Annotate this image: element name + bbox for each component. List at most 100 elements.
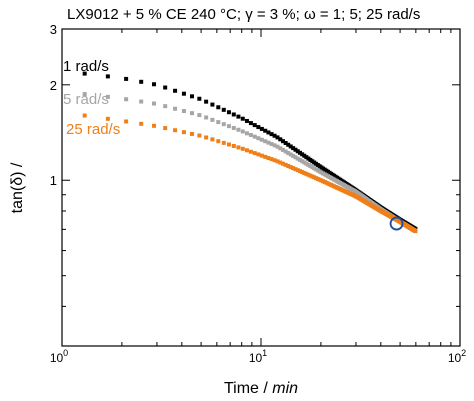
x-axis-label-text: Time: [224, 380, 259, 397]
data-point: [302, 160, 307, 165]
data-point: [210, 102, 215, 107]
data-point: [288, 144, 293, 149]
data-point: [216, 120, 221, 125]
data-point: [297, 150, 302, 155]
data-point: [283, 162, 288, 167]
data-point: [275, 144, 280, 149]
data-point: [197, 113, 202, 118]
data-point: [272, 143, 277, 148]
data-point: [256, 136, 261, 141]
data-point: [259, 126, 264, 131]
series-layer: [82, 71, 418, 234]
data-point: [216, 139, 221, 144]
data-point: [283, 140, 288, 145]
data-point: [256, 152, 261, 157]
data-point: [248, 149, 253, 154]
data-point: [82, 71, 87, 76]
y-axis-label-text: tan(δ): [9, 172, 26, 214]
data-point: [288, 165, 293, 170]
data-point: [259, 153, 264, 158]
series-label: 1 rad/s: [63, 58, 109, 75]
data-point: [163, 126, 168, 131]
highlight-circle: [389, 216, 404, 231]
data-point: [272, 158, 277, 163]
data-point: [221, 122, 226, 127]
data-point: [231, 125, 236, 130]
data-point: [210, 117, 215, 122]
data-point: [291, 166, 296, 171]
data-point: [413, 229, 418, 234]
data-point: [181, 91, 186, 96]
data-point: [124, 76, 129, 81]
x-tick-label: 100: [50, 348, 68, 365]
data-point: [302, 153, 307, 158]
data-point: [226, 124, 231, 129]
data-point: [189, 94, 194, 99]
data-point: [263, 139, 268, 144]
data-point: [139, 121, 144, 126]
data-point: [240, 129, 245, 134]
data-point: [275, 159, 280, 164]
data-point: [252, 123, 257, 128]
data-point: [226, 142, 231, 147]
data-point: [263, 128, 268, 133]
data-point: [300, 152, 305, 157]
data-point: [226, 110, 231, 115]
data-point: [302, 171, 307, 176]
data-point: [221, 140, 226, 145]
data-point: [295, 149, 300, 154]
data-point: [275, 135, 280, 140]
data-point: [266, 140, 271, 145]
data-point: [197, 133, 202, 138]
data-point: [300, 159, 305, 164]
data-point: [304, 161, 309, 166]
x-axis-unit: min: [272, 380, 298, 397]
data-point: [281, 161, 286, 166]
data-point: [263, 154, 268, 159]
data-point: [300, 170, 305, 175]
data-point: [181, 130, 186, 135]
chart-title: LX9012 + 5 % CE 240 °C; γ = 3 %; ω = 1; …: [67, 6, 420, 23]
data-point: [82, 113, 87, 118]
data-point: [252, 134, 257, 139]
data-point: [231, 143, 236, 148]
y-axis-unit: /: [9, 162, 26, 167]
data-point: [105, 74, 110, 79]
data-point: [286, 142, 291, 147]
data-point: [297, 169, 302, 174]
y-tick-label: 1: [50, 173, 57, 188]
data-point: [240, 146, 245, 151]
data-point: [266, 156, 271, 161]
data-point: [266, 130, 271, 135]
data-point: [259, 137, 264, 142]
data-point: [173, 88, 178, 93]
x-tick-label: 102: [448, 348, 466, 365]
data-point: [240, 116, 245, 121]
data-point: [278, 146, 283, 151]
y-axis-label: tan(δ) /: [9, 162, 26, 213]
data-point: [105, 94, 110, 99]
data-point: [248, 133, 253, 138]
data-point: [286, 150, 291, 155]
data-point: [204, 115, 209, 120]
series-label: 25 rad/s: [66, 121, 120, 138]
data-point: [252, 151, 257, 156]
data-point: [105, 116, 110, 121]
data-point: [304, 155, 309, 160]
data-point: [278, 160, 283, 165]
data-point: [286, 163, 291, 168]
data-point: [283, 149, 288, 154]
data-point: [293, 147, 298, 152]
y-tick-label: 2: [50, 78, 57, 93]
data-point: [269, 157, 274, 162]
data-point: [173, 128, 178, 133]
data-point: [204, 99, 209, 104]
series-3: [82, 113, 418, 234]
data-point: [163, 104, 168, 109]
series-2: [82, 92, 418, 234]
data-point: [281, 147, 286, 152]
data-point: [272, 133, 277, 138]
data-point: [204, 135, 209, 140]
data-point: [139, 79, 144, 84]
series-label: 5 rad/s: [63, 91, 109, 108]
